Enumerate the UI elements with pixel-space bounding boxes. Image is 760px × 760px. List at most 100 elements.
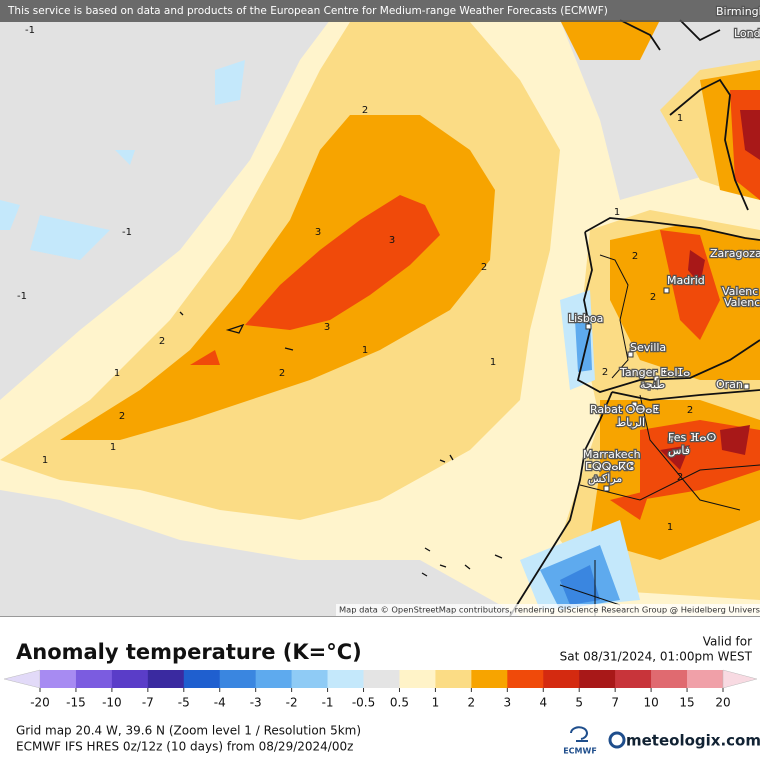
- colorbar-tick-label: 10: [643, 696, 658, 710]
- city-label: Valenc: [722, 285, 758, 298]
- contour-label: 1: [362, 345, 368, 356]
- attribution-box: [336, 604, 760, 616]
- colorbar-tick-label: 3: [503, 696, 511, 710]
- colorbar-box: [579, 670, 616, 688]
- contour-label: 1: [110, 442, 116, 453]
- contour-label: 1: [667, 522, 673, 533]
- notice-banner: [0, 0, 760, 22]
- contour-label: 2: [159, 336, 165, 347]
- city-label: Tanger ⵟⴰⵏⵊⴰ: [619, 366, 690, 379]
- field-blue: [540, 320, 620, 610]
- colorbar-tick-label: 5: [575, 696, 583, 710]
- colorbar-tick-label: -1: [322, 696, 334, 710]
- colorbar-tick-label: -10: [102, 696, 122, 710]
- city-label: مراكش: [588, 472, 622, 485]
- city-label: Madrid: [667, 274, 705, 287]
- brand-icon: [608, 731, 626, 749]
- contour-label: 1: [42, 455, 48, 466]
- contour-label: 2: [362, 105, 368, 116]
- colorbar-tick-label: 20: [715, 696, 730, 710]
- valid-label: Valid for: [703, 635, 752, 649]
- contour-label: 1: [677, 113, 683, 124]
- contour-label: -1: [25, 25, 35, 36]
- city-label: Lond: [734, 27, 760, 40]
- contour-label: -1: [122, 227, 132, 238]
- contour-label: 2: [481, 262, 487, 273]
- city-label: Oran: [716, 378, 743, 391]
- ecmwf-text: ECMWF: [563, 747, 597, 756]
- colorbar-tick-label: 2: [468, 696, 476, 710]
- colorbar-tick-label: -7: [142, 696, 154, 710]
- colorbar-box: [111, 670, 149, 688]
- city-label: Rabat ⵔⴱⴰⵟ: [590, 403, 659, 416]
- city-label: Sevilla: [630, 341, 666, 354]
- field-darkred: [660, 110, 760, 470]
- valid-time: Sat 08/31/2024, 01:00pm WEST: [560, 650, 753, 664]
- field-red: [190, 90, 760, 520]
- contour-label: 2: [119, 411, 125, 422]
- colorbar-tick-label: 7: [611, 696, 619, 710]
- city-label: فاس: [668, 444, 690, 457]
- colorbar-box: [183, 670, 221, 688]
- city-label: Zaragoza: [710, 247, 760, 260]
- attribution: Map data © OpenStreetMap contributors, r…: [339, 605, 760, 615]
- city-label: الرباط: [616, 416, 645, 429]
- colorbar-box: [363, 670, 400, 688]
- colorbar-box: [543, 670, 580, 688]
- city-label: Valenc: [724, 296, 760, 309]
- city-label: ⵎⵕⵕⴰⴽⵛ: [585, 460, 634, 473]
- map: -1 -1 -1 2 3 3 2 3 2 1 1 2 1 2 1 1 1 2 2…: [0, 0, 760, 617]
- colorbar-box: [435, 670, 472, 688]
- colorbar-tick-label: -20: [30, 696, 50, 710]
- colorbar-arrow: [722, 669, 758, 689]
- contour-label: 2: [677, 472, 683, 483]
- islands: [179, 311, 503, 577]
- colorbar-tick-label: -0.5: [352, 696, 375, 710]
- city-label: Lisboa: [568, 312, 603, 325]
- colorbar-tick-label: -15: [66, 696, 86, 710]
- coastline: [509, 19, 760, 617]
- field-orange: [60, 20, 760, 560]
- colorbar-box: [507, 670, 544, 688]
- colorbar-tick-label: 15: [679, 696, 694, 710]
- notice-text: This service is based on data and produc…: [7, 5, 608, 17]
- brand: meteologix.com: [626, 732, 760, 750]
- city-label: طنجة: [640, 378, 665, 391]
- contour-label: 1: [114, 368, 120, 379]
- colorbar-box: [291, 670, 328, 688]
- contour-label: 2: [687, 405, 693, 416]
- city-label: Marrakech: [583, 448, 641, 461]
- colorbar-box: [219, 670, 256, 688]
- colorbar-box: [471, 670, 508, 688]
- colorbar-box: [255, 670, 292, 688]
- contour-label: 2: [279, 368, 285, 379]
- contour-label: 2: [632, 251, 638, 262]
- colorbar-tick-label: -5: [178, 696, 190, 710]
- colorbar-box: [399, 670, 436, 688]
- colorbar-arrow: [3, 669, 41, 689]
- colorbar-box: [615, 670, 652, 688]
- colorbar-tick-label: 1: [432, 696, 440, 710]
- contour-label: 2: [602, 367, 608, 378]
- contour-label: 2: [650, 292, 656, 303]
- city-markers: [585, 287, 750, 492]
- grid-info: Grid map 20.4 W, 39.6 N (Zoom level 1 / …: [16, 724, 361, 738]
- colorbar-tick-label: 4: [539, 696, 547, 710]
- contour-label: 3: [324, 322, 330, 333]
- colorbar-tick-label: -2: [286, 696, 298, 710]
- ecmwf-logo: ECMWF: [563, 726, 597, 756]
- contour-label: -1: [17, 291, 27, 302]
- colorbar-tick-label: 0.5: [390, 696, 409, 710]
- contour-label: 1: [614, 207, 620, 218]
- colorbar-box: [687, 670, 724, 688]
- contour-label: 3: [315, 227, 321, 238]
- city-label: Birmingham: [716, 5, 760, 18]
- contour-label: 3: [389, 235, 395, 246]
- colorbar-box: [147, 670, 185, 688]
- colorbar-tick-label: -3: [250, 696, 262, 710]
- colorbar-box: [75, 670, 113, 688]
- border: [559, 254, 760, 616]
- colorbar-tick-label: -4: [214, 696, 226, 710]
- colorbar-box: [651, 670, 688, 688]
